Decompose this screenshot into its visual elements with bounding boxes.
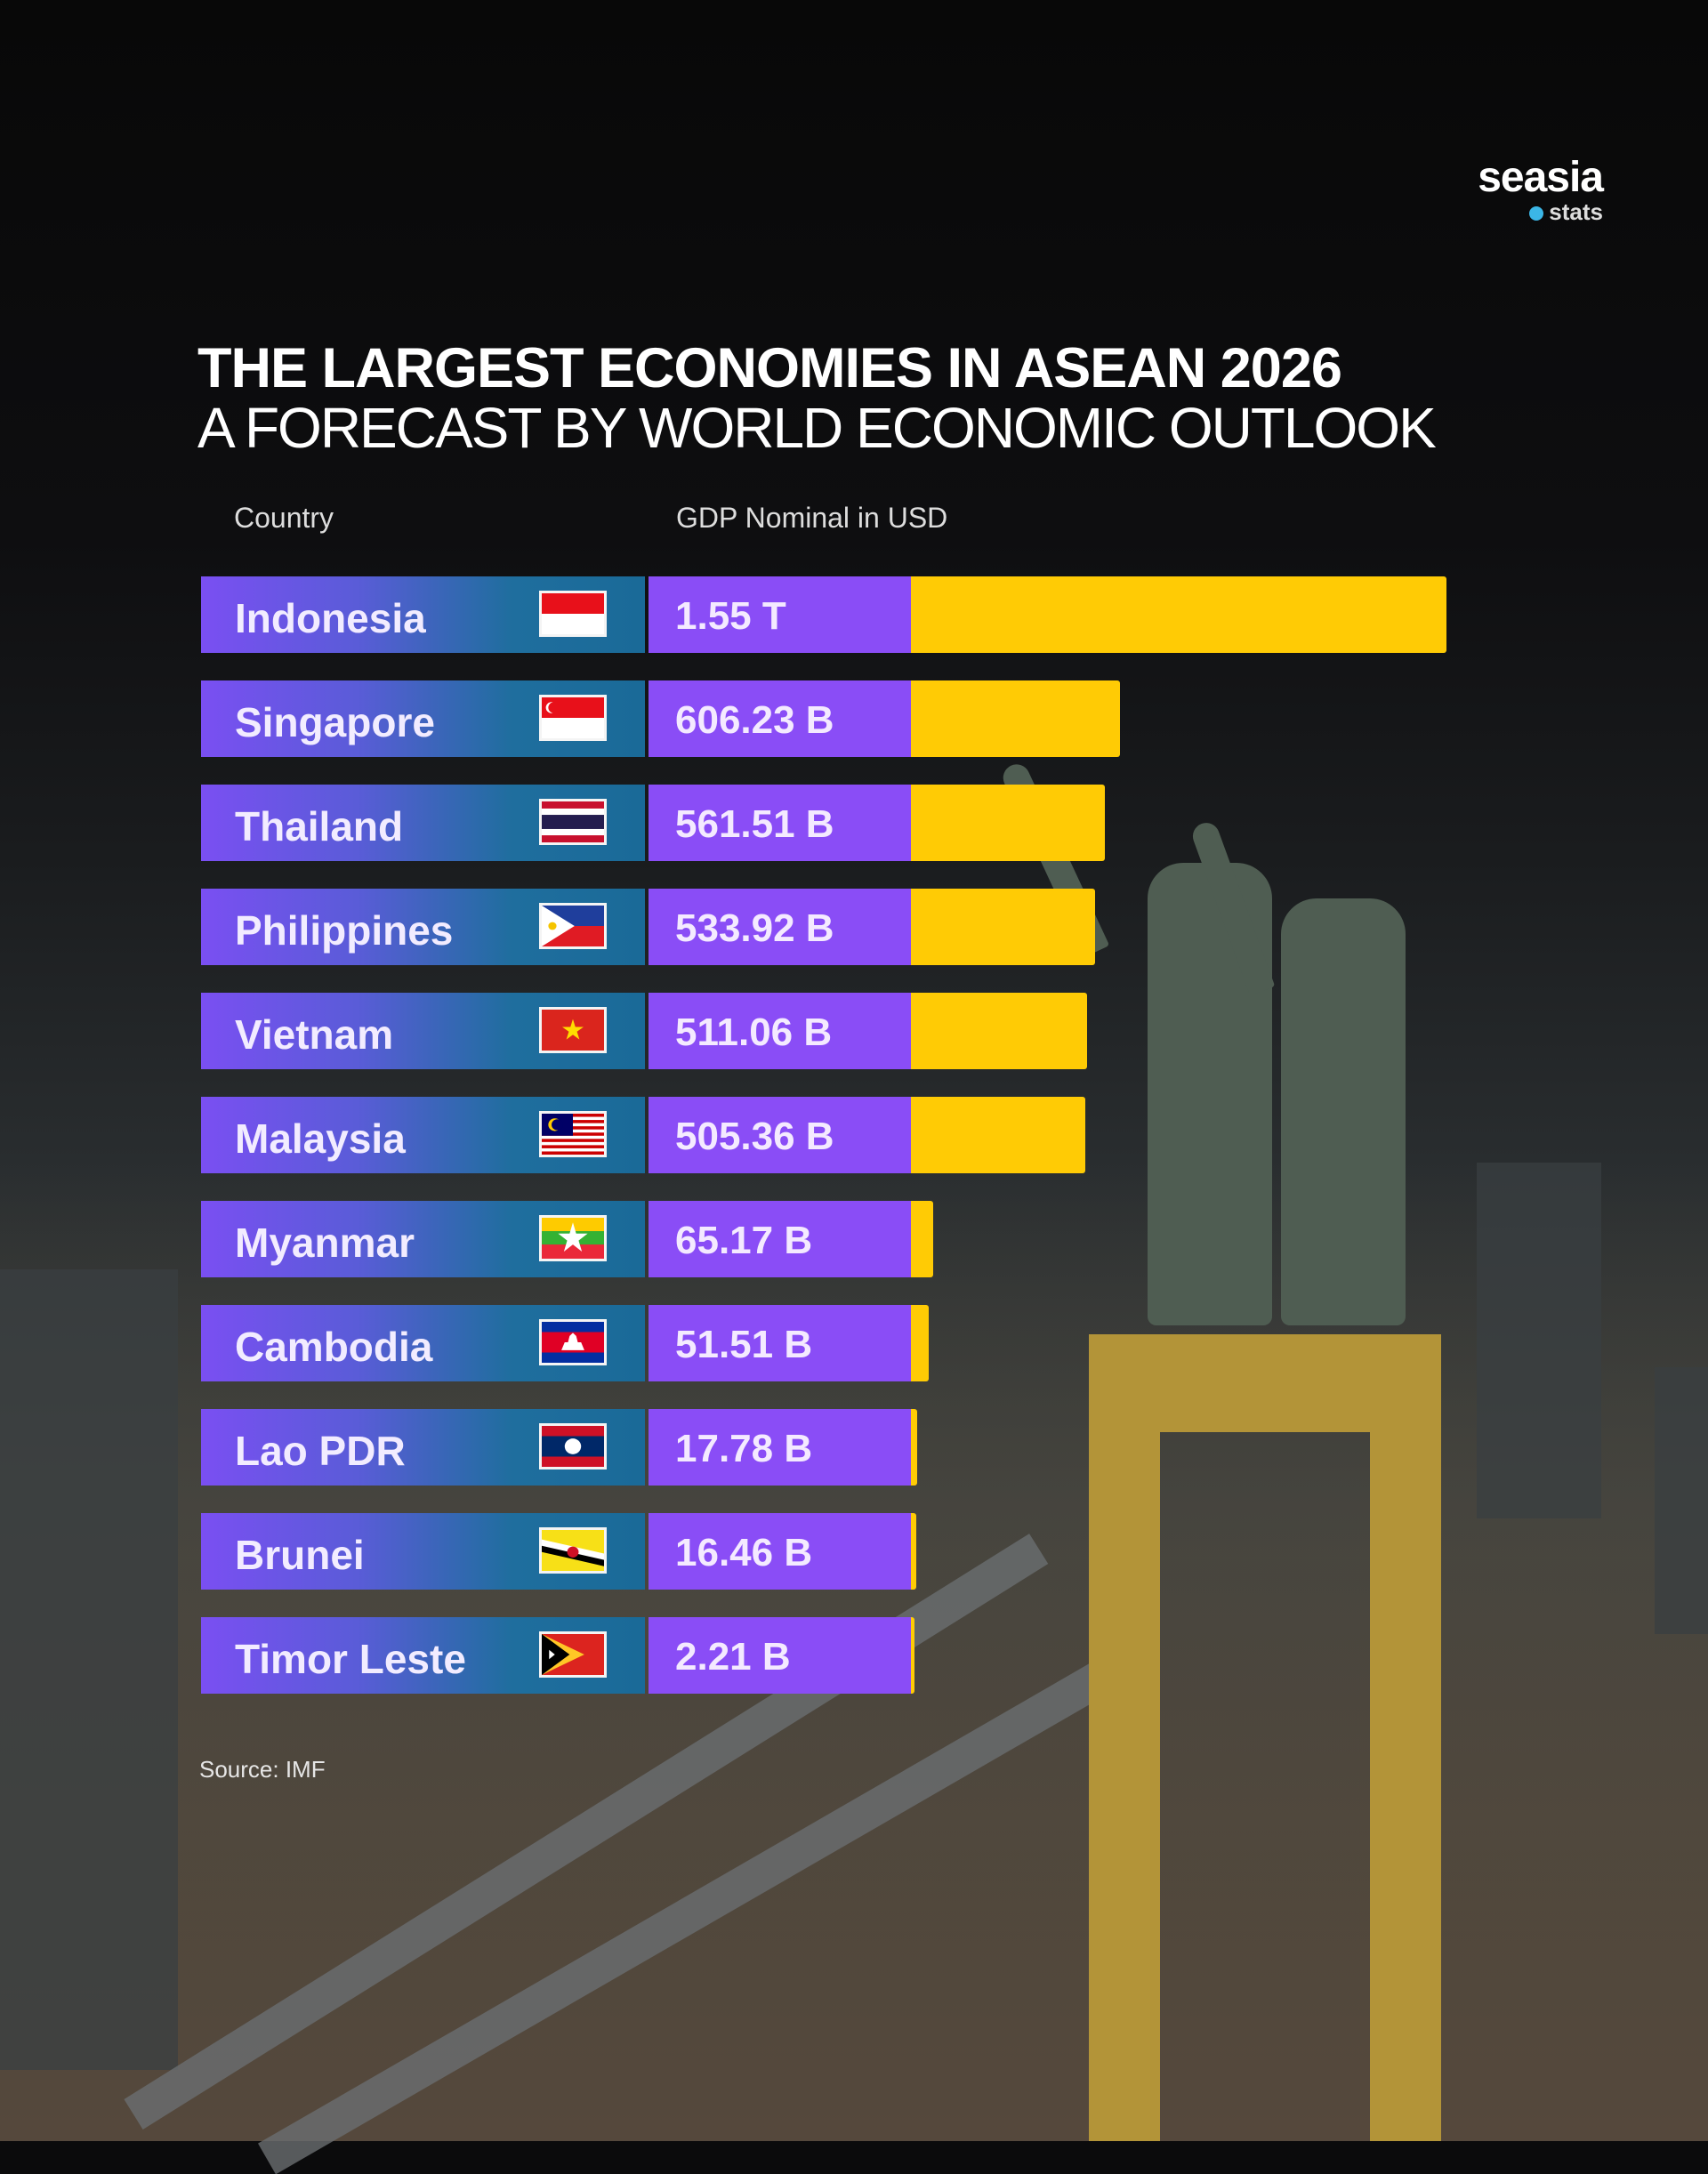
timor-leste-flag-icon: [539, 1631, 607, 1678]
country-cell: Indonesia: [201, 576, 645, 653]
value-cell: 17.78 B: [649, 1409, 911, 1486]
country-cell: Timor Leste: [201, 1617, 645, 1694]
value-label: 16.46 B: [675, 1531, 813, 1574]
bar: [911, 1617, 914, 1694]
country-cell: Cambodia: [201, 1305, 645, 1381]
value-label: 65.17 B: [675, 1219, 813, 1262]
value-cell: 606.23 B: [649, 680, 911, 757]
column-header-gdp: GDP Nominal in USD: [676, 502, 948, 534]
bar: [911, 1513, 917, 1590]
vietnam-flag-icon: [539, 1007, 607, 1053]
brand-sub: stats: [1549, 198, 1603, 225]
value-label: 505.36 B: [675, 1115, 834, 1158]
country-label: Lao PDR: [235, 1428, 406, 1474]
brunei-flag-icon: [539, 1527, 607, 1574]
bar: [911, 1201, 934, 1277]
country-cell: Singapore: [201, 680, 645, 757]
philippines-flag-icon: [539, 903, 607, 949]
country-cell: Lao PDR: [201, 1409, 645, 1486]
value-cell: 2.21 B: [649, 1617, 911, 1694]
indonesia-flag-icon: [539, 591, 607, 637]
value-cell: 511.06 B: [649, 993, 911, 1069]
value-cell: 65.17 B: [649, 1201, 911, 1277]
chart-title: THE LARGEST ECONOMIES IN ASEAN 2026: [197, 337, 1342, 399]
bar-row: Cambodia 51.51 B: [201, 1305, 1535, 1381]
country-label: Thailand: [235, 803, 404, 849]
country-label: Malaysia: [235, 1115, 406, 1162]
bar-row: Vietnam 511.06 B: [201, 993, 1535, 1069]
country-label: Myanmar: [235, 1220, 415, 1266]
bar-row: Indonesia 1.55 T: [201, 576, 1535, 653]
value-label: 561.51 B: [675, 802, 834, 846]
bar: [911, 1305, 929, 1381]
value-cell: 1.55 T: [649, 576, 911, 653]
country-label: Cambodia: [235, 1324, 433, 1370]
value-cell: 533.92 B: [649, 889, 911, 965]
bar: [911, 576, 1446, 653]
country-cell: Vietnam: [201, 993, 645, 1069]
value-cell: 51.51 B: [649, 1305, 911, 1381]
bar: [911, 785, 1106, 861]
value-label: 533.92 B: [675, 906, 834, 950]
country-label: Indonesia: [235, 595, 426, 641]
country-cell: Brunei: [201, 1513, 645, 1590]
brand-logo: seasia stats: [1452, 154, 1604, 225]
bar: [911, 889, 1096, 965]
cambodia-flag-icon: [539, 1319, 607, 1365]
bar-row: Thailand 561.51 B: [201, 785, 1535, 861]
bar-row: Myanmar 65.17 B: [201, 1201, 1535, 1277]
column-header-country: Country: [234, 502, 334, 534]
bar-row: Singapore 606.23 B: [201, 680, 1535, 757]
value-label: 511.06 B: [675, 1011, 833, 1054]
country-label: Singapore: [235, 699, 435, 745]
bar: [911, 1409, 917, 1486]
country-label: Vietnam: [235, 1011, 394, 1058]
value-cell: 16.46 B: [649, 1513, 911, 1590]
value-cell: 505.36 B: [649, 1097, 911, 1173]
country-label: Brunei: [235, 1532, 365, 1578]
bar-row: Brunei 16.46 B: [201, 1513, 1535, 1590]
value-label: 2.21 B: [675, 1635, 791, 1679]
value-label: 606.23 B: [675, 698, 834, 742]
thailand-flag-icon: [539, 799, 607, 845]
country-label: Philippines: [235, 907, 454, 954]
chart-subtitle: A FORECAST BY WORLD ECONOMIC OUTLOOK: [197, 396, 1437, 460]
value-label: 51.51 B: [675, 1323, 813, 1366]
value-label: 17.78 B: [675, 1427, 813, 1470]
myanmar-flag-icon: [539, 1215, 607, 1261]
bar: [911, 680, 1121, 757]
country-cell: Thailand: [201, 785, 645, 861]
bar: [911, 993, 1088, 1069]
malaysia-flag-icon: [539, 1111, 607, 1157]
bar-row: Lao PDR 17.78 B: [201, 1409, 1535, 1486]
country-cell: Myanmar: [201, 1201, 645, 1277]
country-label: Timor Leste: [235, 1636, 466, 1682]
brand-dot-icon: [1529, 206, 1544, 221]
bar-row: Timor Leste 2.21 B: [201, 1617, 1535, 1694]
bar-row: Malaysia 505.36 B: [201, 1097, 1535, 1173]
source-note: Source: IMF: [199, 1756, 326, 1783]
country-cell: Philippines: [201, 889, 645, 965]
value-label: 1.55 T: [675, 594, 786, 638]
value-cell: 561.51 B: [649, 785, 911, 861]
bar-row: Philippines 533.92 B: [201, 889, 1535, 965]
brand-name: seasia: [1478, 154, 1604, 201]
singapore-flag-icon: [539, 695, 607, 741]
laos-flag-icon: [539, 1423, 607, 1469]
country-cell: Malaysia: [201, 1097, 645, 1173]
bar: [911, 1097, 1086, 1173]
